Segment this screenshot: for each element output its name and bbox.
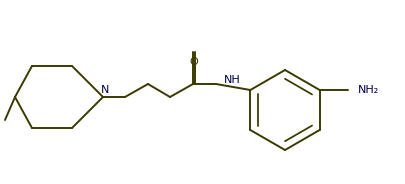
- Text: NH: NH: [224, 75, 240, 85]
- Text: O: O: [189, 57, 198, 67]
- Text: N: N: [100, 85, 109, 95]
- Text: NH₂: NH₂: [357, 85, 378, 95]
